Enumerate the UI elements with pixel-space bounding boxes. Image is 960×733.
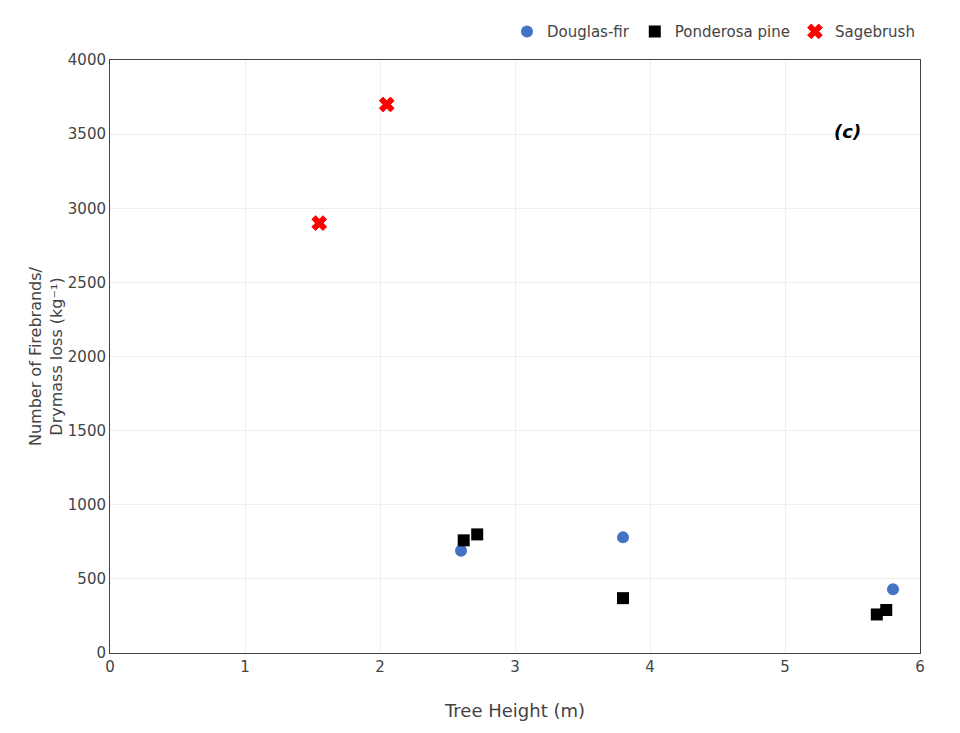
svg-text:3: 3 <box>510 658 520 676</box>
svg-text:3000: 3000 <box>68 200 106 218</box>
svg-text:2: 2 <box>375 658 385 676</box>
svg-text:2000: 2000 <box>68 348 106 366</box>
svg-text:500: 500 <box>77 570 106 588</box>
svg-text:0: 0 <box>96 644 106 662</box>
svg-text:1: 1 <box>240 658 250 676</box>
svg-text:(c): (c) <box>834 121 861 142</box>
svg-text:2500: 2500 <box>68 274 106 292</box>
svg-text:4000: 4000 <box>68 51 106 69</box>
svg-text:4: 4 <box>645 658 655 676</box>
svg-text:Sagebrush: Sagebrush <box>835 23 915 41</box>
svg-text:Number of Firebrands/Drymass l: Number of Firebrands/Drymass loss (kg⁻¹) <box>26 266 66 446</box>
svg-text:Douglas-fir: Douglas-fir <box>547 23 630 41</box>
svg-text:5: 5 <box>780 658 790 676</box>
svg-text:0: 0 <box>105 658 115 676</box>
svg-text:3500: 3500 <box>68 125 106 143</box>
svg-text:Ponderosa pine: Ponderosa pine <box>675 23 790 41</box>
svg-text:Tree Height (m): Tree Height (m) <box>444 700 585 721</box>
svg-text:1000: 1000 <box>68 496 106 514</box>
svg-text:6: 6 <box>915 658 925 676</box>
svg-text:1500: 1500 <box>68 422 106 440</box>
